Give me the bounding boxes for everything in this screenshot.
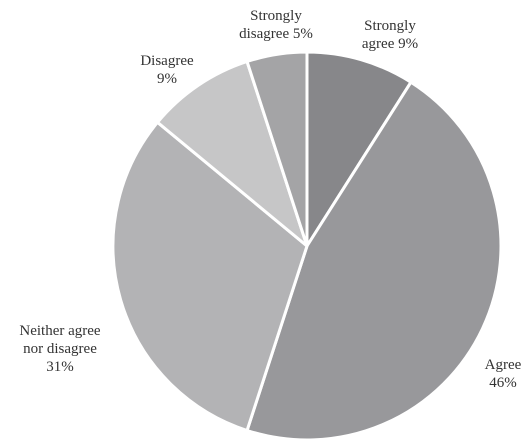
pie-label-strongly-disagree: Strongly disagree 5% <box>239 8 313 42</box>
pie-label-neither-agree-nor-disagree: Neither agree nor disagree 31% <box>19 323 101 375</box>
pie-slice-neither-agree-nor-disagree <box>111 120 309 432</box>
pie-slice-strongly-disagree <box>245 50 309 248</box>
pie-slice-agree <box>245 80 503 442</box>
pie-label-agree: Agree 46% <box>485 357 521 391</box>
pie-slice-strongly-agree <box>305 50 413 248</box>
pie-slices <box>111 50 503 442</box>
pie-label-strongly-agree: Strongly agree 9% <box>362 18 418 52</box>
pie-labels: Strongly agree 9% Agree 46% Neither agree nor… <box>19 8 521 391</box>
pie-slice-disagree <box>156 60 309 248</box>
pie-label-disagree: Disagree 9% <box>140 53 194 87</box>
